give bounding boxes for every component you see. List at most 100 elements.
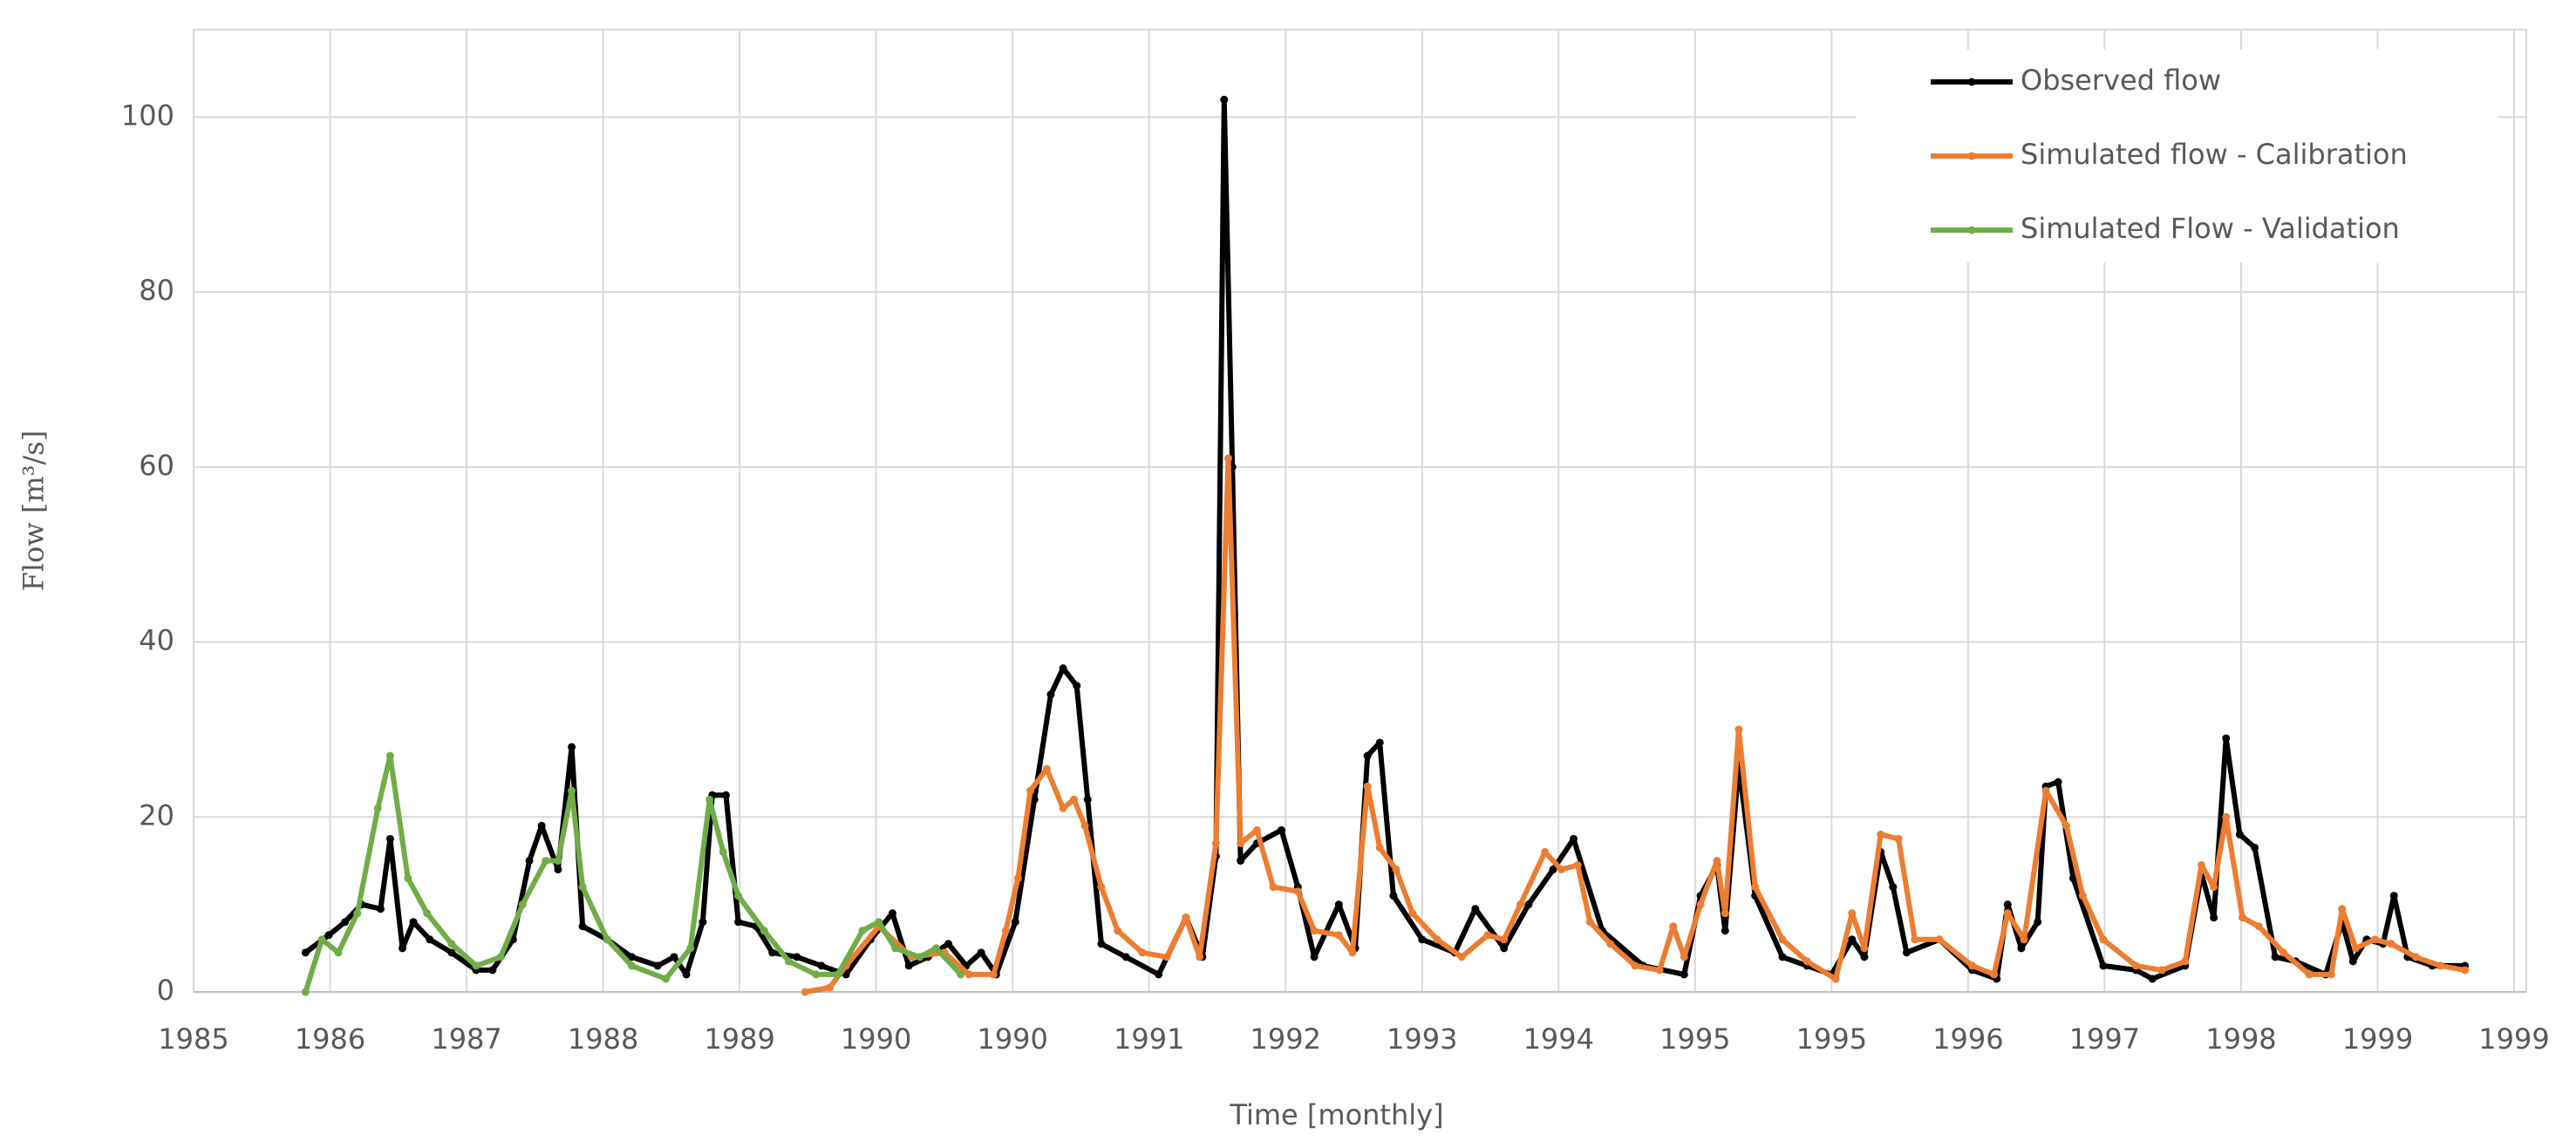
data-point	[1278, 825, 1286, 834]
data-point	[1734, 725, 1743, 734]
data-point	[2327, 970, 2335, 979]
data-point	[1911, 935, 1919, 944]
x-tick-label: 1999	[2478, 1022, 2549, 1056]
data-point	[1669, 922, 1678, 931]
data-point	[834, 970, 842, 979]
y-tick-label: 80	[139, 274, 174, 307]
x-tick-label: 1990	[977, 1022, 1047, 1056]
data-point	[1310, 953, 1319, 961]
data-point	[1162, 953, 1171, 961]
data-point	[916, 953, 924, 961]
data-point	[801, 988, 809, 996]
data-point	[721, 791, 730, 799]
data-point	[1631, 961, 1639, 970]
data-point	[423, 909, 432, 918]
data-point	[719, 847, 727, 856]
data-point	[568, 786, 576, 795]
data-point	[1831, 975, 1840, 983]
data-point	[627, 953, 636, 961]
data-point	[1803, 957, 1811, 966]
data-point	[768, 948, 777, 957]
data-point	[682, 970, 691, 979]
data-point	[2222, 734, 2231, 743]
data-point	[825, 983, 834, 992]
data-point	[2222, 812, 2231, 821]
data-point	[2351, 944, 2360, 953]
data-point	[537, 821, 546, 830]
data-point	[385, 834, 394, 843]
data-point	[376, 905, 385, 914]
data-point	[1030, 795, 1039, 804]
data-point	[627, 961, 636, 970]
x-tick-label: 1987	[431, 1022, 501, 1056]
data-point	[1713, 856, 1721, 865]
data-point	[1363, 751, 1372, 760]
data-point	[670, 953, 678, 961]
series-line	[804, 455, 2466, 995]
data-point	[1059, 664, 1067, 673]
legend-label: Observed flow	[2021, 64, 2221, 97]
data-point	[686, 944, 695, 953]
data-point	[1573, 860, 1582, 869]
x-tick-label: 1998	[2205, 1022, 2276, 1056]
y-tick-label: 20	[139, 798, 174, 832]
data-point	[2099, 961, 2108, 970]
data-point	[2181, 957, 2190, 966]
data-point	[875, 918, 883, 927]
data-point	[385, 751, 394, 760]
data-point	[554, 865, 562, 873]
data-point	[447, 940, 456, 948]
data-point	[812, 970, 821, 979]
x-tick-label: 1996	[1932, 1022, 2003, 1056]
data-point	[2157, 966, 2166, 975]
x-tick-label: 1995	[1659, 1022, 1730, 1056]
data-point	[373, 804, 382, 812]
data-point	[1889, 883, 1898, 892]
data-point	[1696, 900, 1705, 909]
data-point	[1001, 927, 1010, 935]
data-point	[904, 961, 913, 970]
data-point	[525, 856, 534, 865]
data-point	[932, 944, 941, 953]
data-point	[888, 909, 896, 918]
data-point	[1269, 883, 1278, 892]
data-point	[409, 918, 418, 927]
data-point	[784, 957, 793, 966]
x-tick-label: 1989	[704, 1022, 774, 1056]
data-point	[2003, 909, 2012, 918]
data-point	[324, 931, 333, 940]
data-point	[2131, 961, 2140, 970]
data-point	[2279, 948, 2287, 957]
data-point	[2235, 830, 2244, 839]
data-point	[1334, 900, 1343, 909]
data-point	[1013, 874, 1022, 883]
data-point	[858, 927, 867, 935]
data-point	[301, 988, 310, 996]
data-point	[734, 892, 743, 900]
data-point	[1457, 953, 1466, 961]
data-point	[1011, 918, 1019, 927]
data-point	[2370, 935, 2379, 944]
data-point	[2436, 961, 2444, 970]
data-point	[705, 795, 714, 804]
data-point	[1083, 795, 1092, 804]
x-tick-label: 1997	[2069, 1022, 2140, 1056]
data-point	[977, 948, 985, 957]
x-tick-label: 1985	[158, 1022, 228, 1056]
legend-marker	[1967, 226, 1976, 234]
legend-label: Simulated flow - Calibration	[2021, 138, 2408, 171]
data-point	[1348, 948, 1357, 957]
data-point	[2078, 892, 2087, 900]
data-point	[1097, 883, 1106, 892]
data-point	[1524, 900, 1533, 909]
x-tick-label: 1991	[1114, 1022, 1184, 1056]
y-tick-label: 100	[121, 98, 174, 132]
x-tick-label: 1992	[1251, 1022, 1321, 1056]
data-point	[957, 970, 965, 979]
data-point	[1114, 927, 1122, 935]
data-point	[1389, 892, 1398, 900]
data-point	[1585, 918, 1594, 927]
data-point	[662, 975, 671, 983]
data-point	[653, 961, 662, 970]
data-point	[496, 953, 505, 961]
